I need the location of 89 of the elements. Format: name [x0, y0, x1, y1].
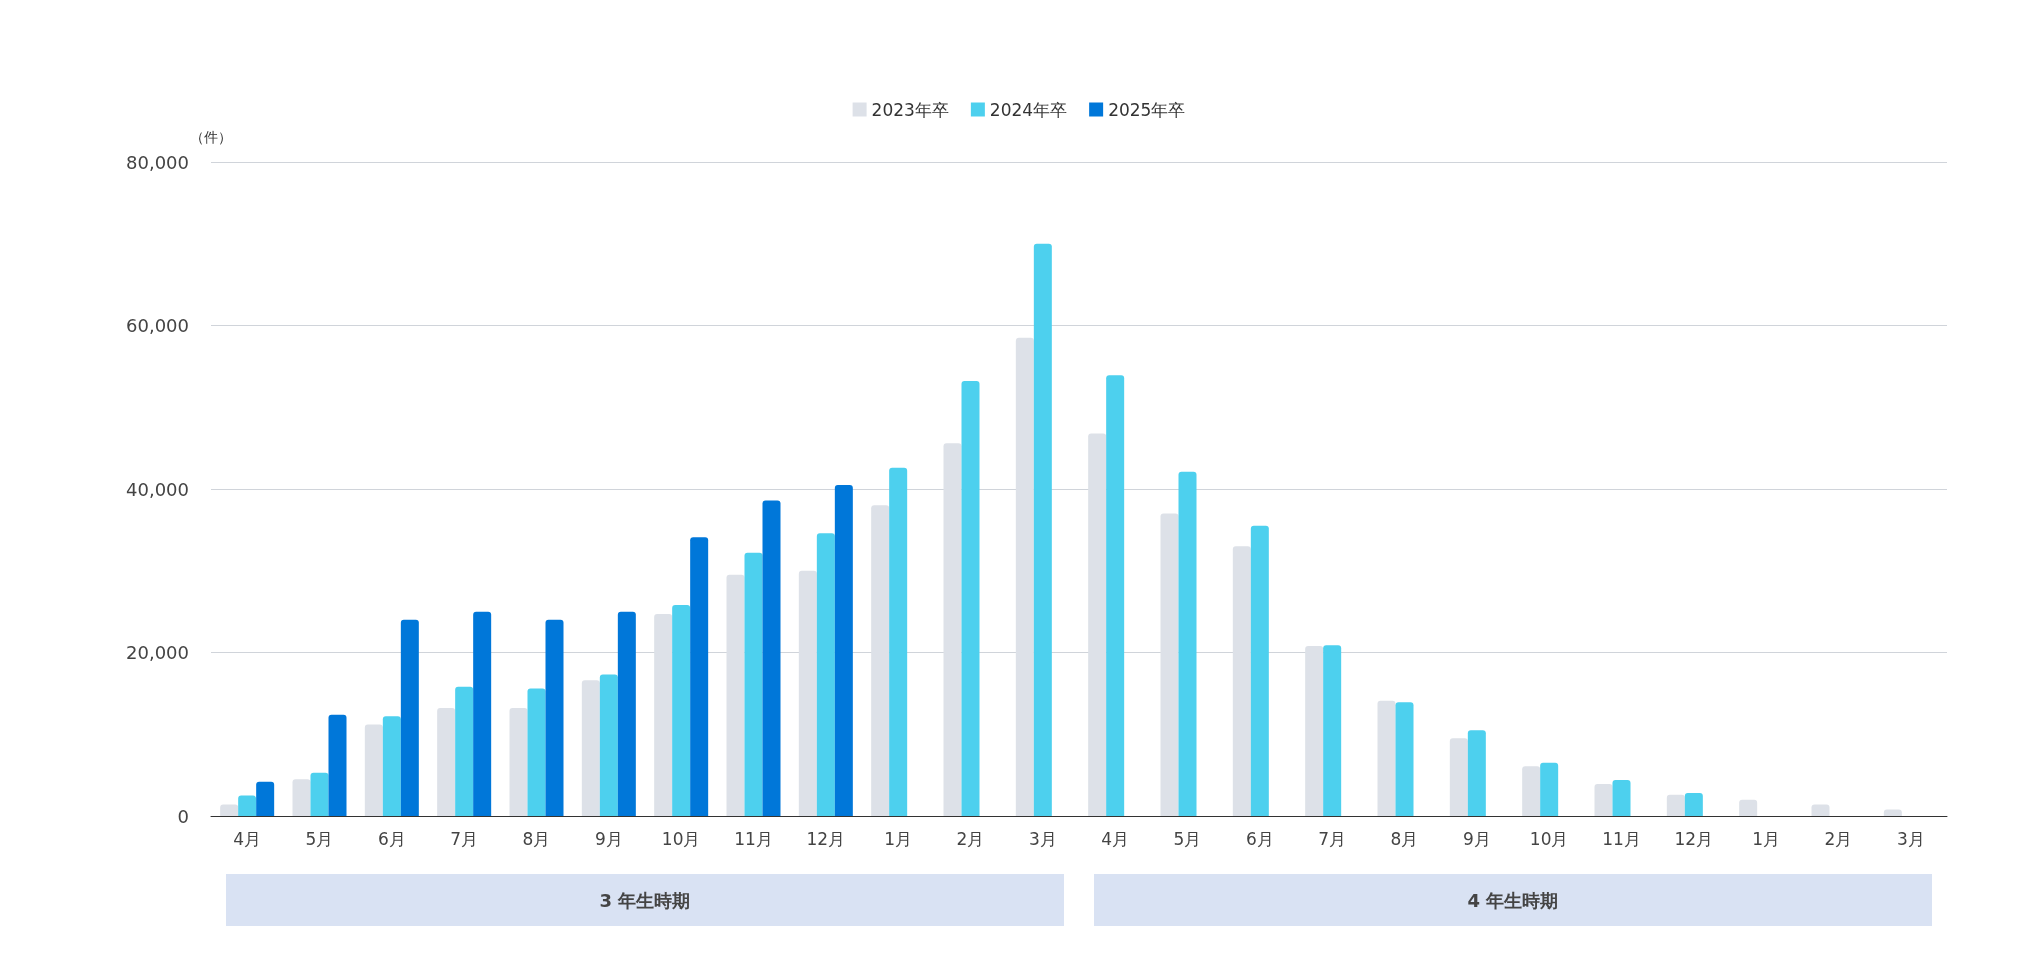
- x-tick-label: 7月: [1318, 828, 1347, 849]
- bar: [238, 795, 257, 816]
- bar: [1178, 471, 1197, 816]
- x-tick-label: 2月: [956, 828, 985, 849]
- bar: [1612, 780, 1631, 816]
- y-tick-label: 20,000: [126, 642, 189, 663]
- y-axis-title: （件）: [190, 129, 232, 145]
- bar: [762, 500, 781, 816]
- bar: [1522, 766, 1541, 816]
- bar: [473, 611, 492, 816]
- text: 3 年生時期: [599, 889, 691, 911]
- text: 4 年生時期: [1467, 889, 1559, 911]
- x-tick-label: 7月: [450, 828, 479, 849]
- y-tick-label: 80,000: [126, 151, 189, 173]
- x-tick-label: 8月: [1390, 828, 1419, 849]
- bar: [1467, 730, 1486, 816]
- x-tick-label: 12月: [1674, 828, 1714, 849]
- bar: [509, 708, 528, 816]
- bar: [798, 570, 817, 816]
- bar: [599, 674, 618, 816]
- x-tick-label: 4月: [233, 828, 262, 849]
- x-tick-label: 3月: [1896, 828, 1925, 849]
- x-tick-label: 6月: [377, 828, 406, 849]
- bar: [400, 619, 419, 816]
- bar: [1232, 546, 1251, 816]
- x-tick-label: 5月: [1173, 828, 1202, 849]
- bar: [1395, 702, 1414, 816]
- bar: [1160, 513, 1179, 816]
- x-tick-label: 1月: [884, 828, 913, 849]
- bar: [889, 467, 908, 816]
- bar: [1811, 804, 1830, 816]
- bar: [382, 716, 401, 816]
- bar: [1684, 793, 1703, 816]
- bar: [816, 533, 835, 816]
- bar: [690, 537, 709, 816]
- bar: [961, 381, 980, 816]
- x-tick-label: 8月: [522, 828, 551, 849]
- bar: [328, 714, 347, 816]
- bar: [292, 779, 311, 816]
- bar: [364, 724, 383, 816]
- y-tick-label: 40,000: [126, 478, 189, 500]
- bar: [726, 574, 745, 816]
- bar: [220, 804, 239, 816]
- x-tick-label: 1月: [1752, 828, 1781, 849]
- bar: [1377, 700, 1396, 816]
- bar: [1666, 794, 1685, 816]
- x-tick-label: 6月: [1245, 828, 1274, 849]
- bar: [1033, 243, 1052, 816]
- x-tick-label: 10月: [1529, 828, 1569, 849]
- x-tick-label: 4月: [1101, 828, 1130, 849]
- bar: [1106, 375, 1125, 816]
- bar: [1015, 337, 1034, 816]
- bar: [545, 619, 564, 816]
- bar: [1594, 784, 1613, 816]
- x-tick-label: 11月: [1602, 828, 1641, 849]
- bar: [834, 484, 853, 816]
- bar: [256, 781, 275, 816]
- bar: [672, 605, 691, 816]
- bar: [1739, 799, 1758, 816]
- y-tick-label: 0: [177, 805, 189, 827]
- bar: [1305, 645, 1324, 816]
- bar: [1088, 433, 1107, 816]
- bar: [1883, 809, 1902, 816]
- bar: [455, 686, 474, 816]
- bar: [871, 505, 890, 816]
- x-tick-label: 9月: [1462, 828, 1491, 849]
- bar: [1449, 738, 1468, 816]
- bar: [1250, 525, 1269, 816]
- legend-label: 2023年卒: [871, 99, 949, 120]
- x-tick-label: 3月: [1028, 828, 1057, 849]
- bar: [654, 614, 673, 816]
- legend-label: 2024年卒: [989, 99, 1068, 120]
- x-tick-label: 9月: [594, 828, 623, 849]
- bar: [943, 443, 962, 816]
- bar: [617, 611, 636, 816]
- x-tick-label: 5月: [305, 828, 334, 849]
- legend-label: 2025年卒: [1108, 99, 1186, 120]
- x-tick-label: 12月: [806, 828, 846, 849]
- bar: [437, 708, 456, 816]
- bar: [744, 552, 763, 816]
- bar: [1540, 762, 1559, 816]
- bar: [527, 688, 546, 816]
- x-tick-label: 11月: [734, 828, 773, 849]
- bar: [1323, 645, 1342, 816]
- bar: [310, 772, 329, 816]
- bar: [581, 680, 600, 816]
- y-tick-label: 60,000: [126, 315, 189, 336]
- x-tick-label: 10月: [661, 828, 701, 849]
- x-tick-label: 2月: [1824, 828, 1853, 849]
